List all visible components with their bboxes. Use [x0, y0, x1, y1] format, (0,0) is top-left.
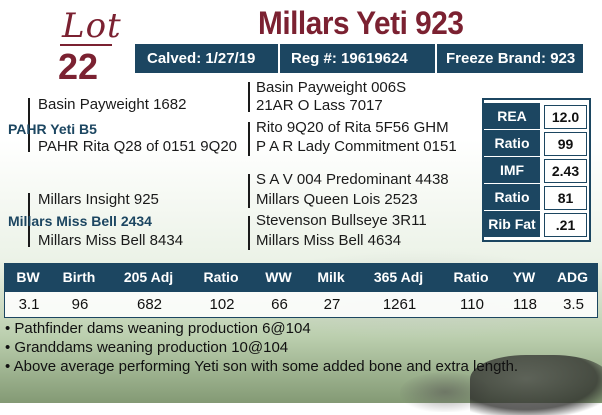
column-header: Milk [317, 269, 345, 285]
sire-sire-sire: Basin Payweight 006S [256, 79, 407, 96]
performance-value: 27 [323, 296, 341, 313]
performance-value: 118 [513, 296, 537, 313]
performance-value-row: 3.1 96 682 102 66 27 1261 110 118 3.5 [4, 291, 598, 318]
column-header: 205 Adj [123, 269, 174, 285]
dam-sire-sire: S A V 004 Predominant 4438 [256, 171, 449, 188]
note-item: • Above average performing Yeti son with… [5, 358, 519, 375]
performance-value: 102 [209, 296, 235, 313]
performance-value: 3.1 [18, 296, 40, 313]
carcass-row: REA 12.0 [484, 103, 589, 131]
lot-label: Lot [62, 6, 122, 46]
dam-sire: Millars Insight 925 [38, 191, 159, 208]
sire-dam-dam: P A R Lady Commitment 0151 [256, 138, 457, 155]
carcass-label: Ratio [484, 130, 540, 156]
lot-number: 22 [58, 46, 99, 87]
column-header: 365 Adj [373, 269, 424, 285]
carcass-row: IMF 2.43 [484, 157, 589, 185]
sire-bracket [28, 98, 30, 152]
dam-dam-bracket [248, 216, 250, 250]
dam-bracket [28, 193, 30, 247]
sire-dam: PAHR Rita Q28 of 0151 9Q20 [38, 138, 237, 155]
column-header: Ratio [203, 269, 239, 285]
column-header: WW [265, 269, 292, 285]
dam-sire-dam: Millars Queen Lois 2523 [256, 191, 418, 208]
registration-number: Reg #: 19619624 [291, 50, 408, 67]
performance-header-row: BW Birth 205 Adj Ratio WW Milk 365 Adj R… [4, 263, 598, 291]
dam-sire-bracket [248, 174, 250, 208]
dam-name: Millars Miss Bell 2434 [8, 213, 152, 229]
freeze-brand: Freeze Brand: 923 [446, 50, 576, 67]
sire-name: PAHR Yeti B5 [8, 121, 97, 137]
performance-value: 66 [271, 296, 288, 313]
column-header: ADG [556, 269, 589, 285]
sire-sire-bracket [248, 82, 250, 112]
carcass-value: 2.43 [544, 159, 587, 183]
carcass-row: Rib Fat .21 [484, 211, 589, 239]
info-divider [435, 44, 437, 73]
carcass-row: Ratio 81 [484, 184, 589, 212]
column-header: BW [16, 269, 40, 285]
sale-notes: • Pathfinder dams weaning production 6@1… [5, 319, 597, 376]
info-divider [278, 44, 280, 73]
animal-name-title: Millars Yeti 923 [258, 5, 464, 41]
carcass-label: Ratio [484, 184, 540, 210]
sire-sire: Basin Payweight 1682 [38, 96, 187, 113]
column-header: YW [512, 269, 536, 285]
performance-value: 3.5 [563, 296, 584, 313]
dam-dam-sire: Stevenson Bullseye 3R11 [256, 212, 427, 229]
carcass-label: Rib Fat [484, 211, 540, 237]
dam-dam: Millars Miss Bell 8434 [38, 232, 184, 249]
sire-dam-sire: Rito 9Q20 of Rita 5F56 GHM [256, 119, 449, 136]
dam-dam-dam: Millars Miss Bell 4634 [256, 232, 402, 249]
performance-value: 682 [136, 296, 163, 313]
note-item: • Granddams weaning production 10@104 [5, 339, 289, 356]
carcass-value: .21 [544, 213, 587, 237]
carcass-label: IMF [484, 157, 540, 183]
note-item: • Pathfinder dams weaning production 6@1… [5, 320, 311, 337]
carcass-ultrasound-box: REA 12.0 Ratio 99 IMF 2.43 Ratio 81 Rib … [482, 98, 591, 242]
distant-cattle [400, 372, 490, 412]
lot-underline [60, 44, 112, 46]
column-header: Birth [62, 269, 96, 285]
column-header: Ratio [453, 269, 489, 285]
sire-dam-bracket [248, 122, 250, 156]
performance-table: BW Birth 205 Adj Ratio WW Milk 365 Adj R… [4, 263, 598, 318]
carcass-value: 12.0 [544, 105, 587, 129]
calved-date: Calved: 1/27/19 [147, 50, 256, 67]
sire-sire-dam: 21AR O Lass 7017 [256, 97, 383, 114]
carcass-value: 81 [544, 186, 587, 210]
registration-info-bar: Calved: 1/27/19 Reg #: 19619624 Freeze B… [135, 44, 583, 73]
performance-value: 96 [71, 296, 89, 313]
carcass-value: 99 [544, 132, 587, 156]
performance-value: 110 [460, 296, 484, 313]
carcass-row: Ratio 99 [484, 130, 589, 158]
carcass-label: REA [484, 103, 540, 129]
performance-value: 1261 [382, 296, 417, 313]
